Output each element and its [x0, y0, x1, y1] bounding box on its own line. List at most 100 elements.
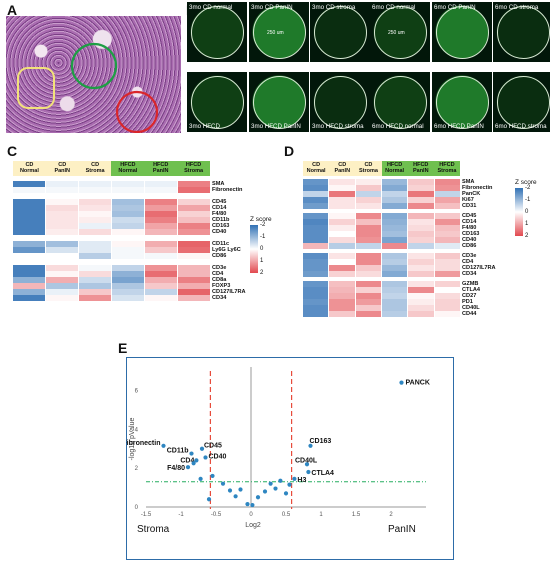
header-group: HFCD [439, 162, 455, 168]
heatmap-cell [46, 181, 79, 187]
heatmap-cell [303, 219, 330, 225]
tile-label: 3mo HFCD stroma [312, 123, 364, 130]
heatmap-cell [112, 283, 145, 289]
heatmap-cell [112, 223, 145, 229]
heatmap-cell [434, 213, 460, 219]
heatmap-cell [303, 271, 330, 277]
heatmap-cell [13, 211, 46, 217]
heatmap-cell [329, 305, 356, 311]
heatmap-cell [112, 217, 145, 223]
heatmap-cell [329, 213, 356, 219]
heatmap-cell [355, 281, 382, 287]
tile-label: 3mo HFCD [189, 123, 220, 130]
heatmap-cell [112, 229, 145, 235]
row-label: CD31 [462, 203, 477, 209]
scalebar-label: 250 um [388, 30, 405, 36]
heatmap-cell [408, 213, 435, 219]
zscore-tick: 2 [525, 233, 529, 239]
core-outline [374, 76, 427, 129]
header-group: HFCD [153, 162, 169, 168]
heatmap-cell [178, 241, 210, 247]
heatmap-cell [303, 197, 330, 203]
row-label: CD40L [462, 305, 480, 311]
row-label: Ly6G Ly6C [212, 247, 241, 253]
fluorescence-tile: 3mo HFCD PanIN [249, 72, 309, 132]
heatmap-cell [46, 211, 79, 217]
heatmap-cell [355, 203, 382, 209]
data-point [206, 497, 212, 502]
heatmap-cell [434, 185, 460, 191]
heatmap-row [13, 241, 210, 247]
header-tissue: PanIN [54, 168, 71, 174]
data-point [238, 487, 243, 492]
fluorescence-tile: 3mo CD normal [187, 2, 247, 62]
heatmap-cell [178, 283, 210, 289]
data-point [268, 481, 273, 486]
header-tissue: Normal [118, 168, 138, 174]
header-tissue: PanIN [152, 168, 169, 174]
header-cell: CD Stroma [355, 161, 382, 176]
row-label: CD27 [462, 293, 477, 299]
heatmap-cell [329, 191, 356, 197]
row-label: CD163 [212, 223, 230, 229]
heatmap-row [303, 231, 460, 237]
heatmap-row [13, 253, 210, 259]
heatmap-cell [303, 179, 330, 185]
y-axis-label: -log10 pValue [129, 418, 136, 461]
core-outline [436, 76, 489, 129]
heatmap-cell [112, 289, 145, 295]
data-point [191, 461, 196, 466]
heatmap-cell [381, 231, 409, 237]
heatmap-row [13, 211, 210, 217]
heatmap-cell [178, 223, 210, 229]
row-label: FOXP3 [212, 283, 231, 289]
heatmap-cell [355, 185, 382, 191]
core-outline [253, 6, 306, 59]
heatmap-cell [434, 287, 460, 293]
heatmap-cell [178, 217, 210, 223]
row-label: PanCK [462, 191, 481, 197]
heatmap-row [13, 277, 210, 283]
heatmap-cell [381, 305, 409, 311]
header-tissue: Stroma [358, 168, 378, 174]
header-cell: CD Normal [303, 161, 330, 176]
heatmap-cell [112, 187, 145, 193]
x-tick-label: -1 [178, 512, 184, 518]
heatmap-cell [79, 295, 112, 301]
heatmap-cell [408, 265, 435, 271]
data-point [278, 478, 283, 483]
volcano-plot: -1.5 -1 -0.5 0 0.5 1 1.5 2 0 2 4 6 Log2 -log10 pValue… [126, 367, 430, 529]
heatmap-cell [303, 305, 330, 311]
row-label: F4/80 [462, 225, 477, 231]
heatmap-cell [79, 199, 112, 205]
header-tissue: PanIN [334, 168, 351, 174]
heatmap-cell [408, 185, 435, 191]
heatmap-cell [329, 299, 356, 305]
heatmap-cell [329, 179, 356, 185]
heatmap-cell [355, 305, 382, 311]
heatmap-cell [79, 289, 112, 295]
x-tick-label: 1.5 [352, 512, 361, 518]
row-label: CD14 [212, 205, 227, 211]
heatmap-cell [408, 299, 435, 305]
heatmap-cell [434, 305, 460, 311]
panel-label-d: D [284, 143, 295, 159]
row-label: CD11b [212, 217, 230, 223]
point-label: Fibronectin [126, 440, 161, 447]
row-label: SMA [462, 179, 475, 185]
tile-label: 6mo HFCD PanIN [434, 123, 484, 130]
heatmap-row [13, 199, 210, 205]
heatmap-cell [46, 253, 79, 259]
header-group: HFCD [185, 162, 202, 168]
heatmap-row [303, 265, 460, 271]
heatmap-cell [434, 237, 460, 243]
data-point [185, 465, 191, 470]
heatmap-cell [408, 293, 435, 299]
heatmap-cell [434, 225, 460, 231]
heatmap-cell [381, 299, 409, 305]
heatmap-row [303, 219, 460, 225]
header-cell: CD PanIN [329, 161, 356, 176]
heatmap-cell [178, 205, 210, 211]
heatmap-cell [329, 237, 356, 243]
zscore-tick: 1 [260, 258, 264, 264]
